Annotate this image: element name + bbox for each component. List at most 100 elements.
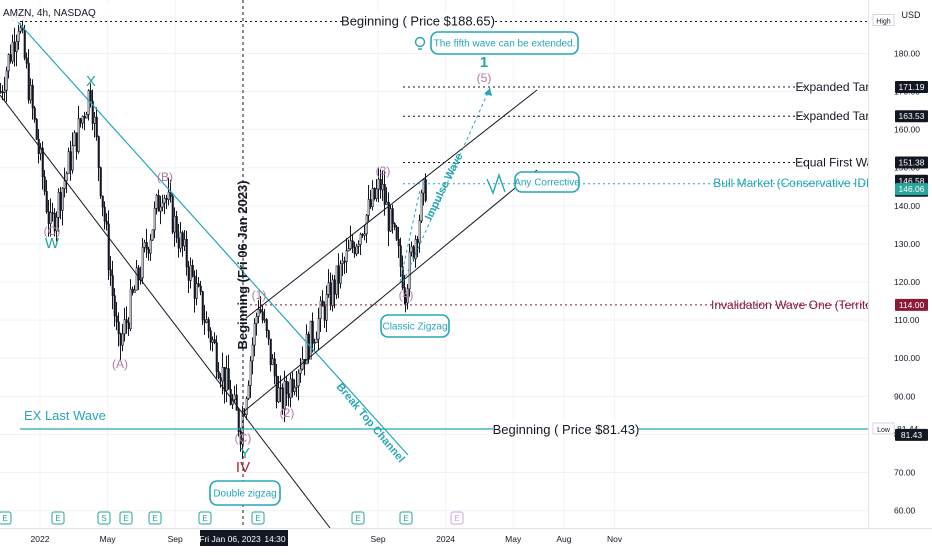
price-axis: USD180.00170.00160.00150.00140.00130.001… [868, 0, 932, 528]
candle-body [408, 251, 411, 290]
candle-body [329, 282, 332, 306]
price-tick: 180.00 [894, 48, 920, 58]
price-badge-value: 146.58 [899, 176, 925, 186]
candle-body [255, 316, 258, 324]
candle-body [420, 192, 423, 222]
candle-body [137, 267, 140, 281]
wave4-projection-line [399, 189, 421, 283]
candle-body [379, 179, 382, 191]
callout-classic-zigzag-box [380, 314, 450, 338]
candle-body [253, 323, 256, 346]
event-marker[interactable] [0, 511, 12, 525]
candle-body [89, 90, 92, 102]
lightbulb-icon [414, 36, 426, 48]
candle-body [365, 214, 368, 235]
event-marker[interactable] [198, 511, 212, 525]
level-label-invalidation: Invalidation Wave One (Territory) [711, 298, 886, 312]
impulse-wave-text: Impulse Wave [423, 151, 466, 222]
time-tick: Aug [556, 534, 571, 544]
candle-body [217, 371, 220, 379]
candle-body [15, 41, 18, 53]
candle-body [159, 206, 162, 212]
candle-body [81, 116, 84, 124]
candle-body [141, 246, 144, 279]
candle-body [49, 212, 52, 224]
candle-body [367, 199, 370, 216]
rising-channel-upper-line [245, 89, 538, 319]
price-tick: 130.00 [894, 239, 920, 249]
event-marker[interactable] [148, 511, 162, 525]
candle-body [271, 358, 274, 365]
candle-body [275, 375, 278, 403]
event-marker[interactable] [399, 511, 413, 525]
candle-body [165, 198, 168, 200]
candle-body [325, 294, 328, 321]
candle-body [59, 192, 62, 211]
candle-body [279, 387, 282, 390]
price-badge [895, 298, 928, 311]
candle-body [153, 208, 156, 231]
candle-body [157, 195, 160, 212]
candle-body [299, 368, 302, 374]
cursor-time-label: 14:30 [264, 534, 286, 544]
candle-body [283, 380, 286, 410]
candle-body [416, 239, 419, 244]
candle-body [395, 226, 398, 240]
candle-body [115, 315, 118, 323]
candle-body [23, 29, 26, 59]
candle-body [259, 309, 262, 313]
candle-body [133, 289, 136, 293]
price-badge-value: 151.38 [899, 157, 925, 167]
price-badge-value: 171.19 [899, 82, 925, 92]
candle-body [201, 291, 204, 321]
level-label-equal-first: Equal First Wave [795, 155, 886, 169]
wave-label-c-bottom: (C) [44, 224, 61, 238]
candle-body [155, 195, 158, 209]
candle-body [422, 179, 425, 194]
header-bg [0, 4, 112, 20]
price-badge [895, 110, 928, 123]
time-tick: Sep [168, 534, 183, 544]
wave-label-w: W [45, 235, 60, 252]
candle-body [77, 118, 80, 152]
candle-body [127, 322, 130, 330]
candle-body [385, 201, 388, 205]
price-tick: 70.00 [894, 468, 916, 478]
candle-body [265, 319, 268, 331]
candle-body [412, 246, 415, 260]
candle-body [261, 311, 264, 321]
candle-body [43, 176, 46, 192]
candle-body [101, 195, 104, 208]
event-marker[interactable] [251, 511, 265, 525]
wave-label-b-mid: (B) [157, 170, 173, 184]
price-badge-value: 114.00 [899, 300, 925, 310]
event-marker[interactable] [119, 511, 133, 525]
rising-channel-lower-line [241, 169, 538, 414]
level-label-expanded-2: Expanded Target [795, 109, 886, 123]
event-marker[interactable] [51, 511, 65, 525]
price-badge [895, 81, 928, 94]
candle-body [267, 330, 270, 340]
callout-any-corrective-box [514, 171, 580, 193]
candle-body [79, 118, 82, 124]
candle-body [149, 239, 152, 254]
candle-body [197, 283, 200, 287]
candle-body [9, 54, 12, 62]
time-axis-bg [0, 528, 932, 550]
event-marker[interactable] [97, 511, 111, 525]
candle-body [35, 119, 38, 140]
candle-body [291, 378, 294, 392]
price-tick: 90.00 [894, 391, 916, 401]
level-label-beginning-top: Beginning ( Price $188.65) [341, 13, 495, 28]
candle-body [179, 232, 182, 249]
event-marker[interactable] [351, 511, 365, 525]
level-label-beginning-low: Beginning ( Price $81.43) [493, 422, 640, 437]
candle-body [87, 90, 90, 115]
candle-body [129, 288, 132, 330]
candle-body [183, 238, 186, 247]
wave-label-2: (2) [280, 406, 295, 420]
event-marker-future-text: E [454, 514, 459, 523]
event-marker-future[interactable] [450, 511, 464, 525]
